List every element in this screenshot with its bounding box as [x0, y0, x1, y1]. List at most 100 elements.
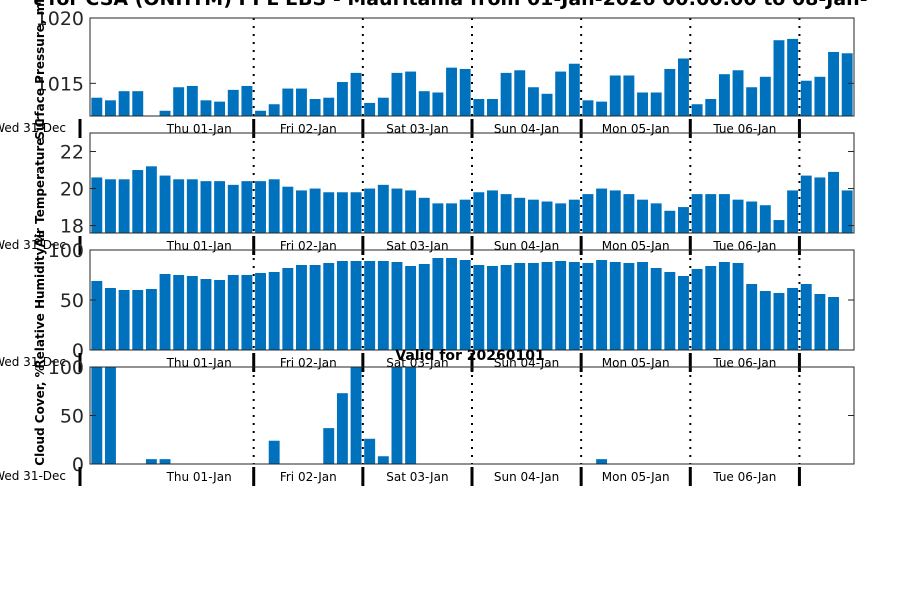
bar [132, 91, 144, 116]
x-tick-label: Fri 02-Jan [280, 122, 337, 136]
bar [91, 367, 103, 464]
bar [255, 273, 266, 350]
bar [623, 75, 635, 116]
x-tick-label: Thu 01-Jan [166, 470, 232, 484]
bar [828, 171, 839, 233]
bar [200, 100, 212, 116]
bar [568, 262, 580, 350]
bar [214, 280, 226, 350]
bar [159, 459, 171, 464]
bar [227, 89, 239, 116]
bar [828, 297, 839, 350]
x-tick-label: Tue 06-Jan [712, 239, 776, 253]
y-tick-label: 1015 [36, 73, 84, 95]
bar [227, 184, 239, 233]
bar [623, 194, 635, 233]
bar [705, 99, 717, 116]
bar [691, 269, 703, 350]
bar [664, 68, 676, 116]
bar [582, 263, 594, 350]
bar [255, 181, 266, 233]
bar [200, 279, 212, 350]
chart-title: t for CSA (ONHTM) PPL EBS - Mauritania f… [0, 0, 900, 10]
y-axis-label: Relative Humidity % [33, 231, 47, 368]
bar [118, 91, 130, 116]
bar [405, 71, 417, 116]
x-tick-label: Mon 05-Jan [602, 356, 670, 370]
bar [787, 38, 799, 116]
bar [500, 194, 512, 233]
plot-frame [89, 132, 855, 234]
bar [296, 88, 307, 116]
bar [296, 265, 307, 350]
bar [718, 262, 730, 350]
bar [91, 281, 103, 350]
bar [746, 284, 758, 350]
bar [650, 203, 662, 233]
bar [487, 190, 498, 233]
bar [145, 166, 157, 233]
bar [732, 70, 744, 116]
x-tick-label: Wed 31-Dec [0, 121, 66, 135]
bar [391, 262, 403, 350]
bar [473, 265, 485, 350]
x-tick-label: Thu 01-Jan [166, 239, 232, 253]
bar [623, 263, 635, 350]
bar [773, 40, 785, 116]
bar [637, 199, 648, 233]
bar [718, 194, 730, 233]
bar [609, 190, 621, 233]
x-tick-label: Sun 04-Jan [494, 239, 559, 253]
bar [214, 101, 226, 116]
y-axis-label: Air Temperature °C [33, 118, 47, 247]
x-tick-label: Sun 04-Jan [494, 122, 559, 136]
x-tick-label: Fri 02-Jan [280, 470, 337, 484]
y-tick-label: 50 [60, 406, 84, 428]
bar [364, 102, 376, 116]
bar [746, 87, 758, 116]
bar [841, 53, 853, 116]
bar [759, 291, 771, 350]
bar [473, 192, 485, 233]
x-tick-label: Thu 01-Jan [166, 356, 232, 370]
bar [800, 284, 812, 350]
bar [487, 99, 498, 116]
bar [418, 197, 430, 233]
bar [432, 203, 444, 233]
bar [323, 192, 335, 233]
bar [282, 186, 294, 233]
bar [541, 93, 553, 116]
bar [432, 258, 444, 350]
bar [391, 367, 403, 464]
bar [487, 266, 498, 350]
bar [214, 181, 226, 233]
bar [391, 72, 403, 116]
bar [323, 428, 335, 464]
y-tick-label: 18 [60, 216, 84, 238]
bar [691, 104, 703, 116]
bar [637, 92, 648, 116]
bar [800, 80, 812, 116]
bar [405, 367, 417, 464]
bar [541, 201, 553, 233]
bar [186, 85, 198, 116]
bar [323, 97, 335, 116]
bar [691, 194, 703, 233]
bar [527, 199, 539, 233]
bar [268, 272, 280, 350]
bar [268, 440, 280, 464]
x-tick-label: Tue 06-Jan [712, 470, 776, 484]
bar [418, 264, 430, 350]
bar [159, 110, 171, 116]
x-tick-label: Fri 02-Jan [280, 239, 337, 253]
bar [159, 175, 171, 233]
bar [145, 459, 157, 464]
bar [432, 92, 444, 116]
y-axis-label: Surface Pressure, mb [33, 0, 47, 140]
x-tick-label: Wed 31-Dec [0, 469, 66, 483]
bar [350, 192, 362, 233]
bar [309, 265, 321, 350]
bar [787, 190, 799, 233]
